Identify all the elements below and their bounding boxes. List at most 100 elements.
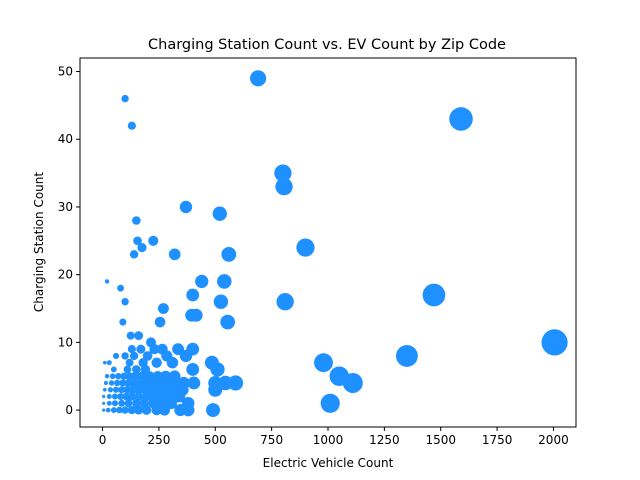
data-point-17 (117, 284, 124, 292)
data-point-50 (106, 360, 112, 366)
data-point-68 (130, 371, 140, 381)
data-point-112 (134, 392, 144, 401)
data-point-65 (115, 372, 122, 380)
data-point-3 (127, 121, 136, 130)
data-point-75 (103, 380, 108, 386)
x-tick-label-2: 500 (204, 433, 227, 447)
data-point-9 (296, 238, 315, 257)
data-point-81 (136, 378, 146, 388)
data-point-53 (151, 357, 162, 368)
data-point-63 (104, 374, 110, 379)
y-tick-label-3: 30 (58, 200, 73, 214)
data-point-8 (132, 216, 141, 225)
data-point-6 (179, 200, 193, 214)
data-point-23 (213, 294, 229, 309)
chart-title: Charging Station Count vs. EV Count by Z… (148, 37, 506, 53)
x-tick-label-7: 1750 (482, 433, 513, 447)
data-point-130 (102, 408, 106, 412)
data-point-120 (111, 400, 118, 407)
data-point-137 (141, 405, 152, 415)
data-point-88 (187, 376, 201, 390)
x-tick-label-5: 1250 (369, 433, 400, 447)
data-point-95 (118, 386, 126, 394)
data-point-129 (320, 393, 340, 413)
data-point-76 (108, 380, 115, 386)
data-point-42 (112, 352, 120, 359)
data-point-69 (137, 371, 147, 381)
data-point-105 (208, 382, 223, 397)
data-point-36 (136, 344, 146, 354)
y-axis-label: Charging Station Count (32, 172, 46, 312)
x-tick-label-1: 250 (147, 433, 170, 447)
data-point-66 (120, 372, 128, 380)
data-point-24 (276, 293, 294, 311)
data-point-123 (132, 398, 141, 408)
data-point-118 (102, 401, 106, 405)
data-point-141 (181, 403, 195, 417)
data-point-28 (119, 318, 127, 326)
y-tick-label-4: 40 (58, 132, 73, 146)
data-point-117 (173, 390, 186, 403)
x-tick-label-0: 0 (99, 433, 107, 447)
y-tick-label-2: 20 (58, 268, 73, 282)
data-point-93 (107, 387, 114, 393)
data-point-57 (123, 365, 132, 374)
data-point-98 (134, 385, 144, 395)
y-tick-label-1: 10 (58, 335, 73, 349)
data-point-91 (228, 375, 244, 391)
data-point-78 (119, 379, 127, 387)
data-point-54 (166, 356, 179, 369)
points-layer (102, 70, 568, 418)
data-point-96 (123, 385, 132, 394)
data-point-10 (148, 235, 159, 246)
data-point-107 (106, 394, 112, 400)
data-point-136 (134, 405, 144, 415)
data-point-49 (102, 360, 107, 365)
data-point-61 (210, 362, 225, 377)
x-tick-label-6: 1500 (425, 433, 456, 447)
data-point-58 (132, 365, 141, 374)
data-point-134 (121, 406, 129, 414)
data-point-21 (186, 288, 200, 302)
data-point-4 (274, 164, 292, 182)
data-point-80 (129, 378, 139, 388)
data-point-51 (125, 358, 134, 367)
y-tick-label-0: 0 (65, 403, 73, 417)
data-point-109 (117, 393, 124, 400)
x-tick-label-8: 2000 (538, 433, 569, 447)
data-point-25 (157, 303, 169, 314)
data-point-22 (121, 298, 129, 306)
data-point-64 (109, 373, 116, 380)
plot-frame (79, 57, 577, 428)
data-point-33 (541, 329, 568, 356)
data-point-0 (250, 70, 267, 87)
ticks-layer: 0 250 500 750 1000 1250 1500 1750 2000 0 10 20 30 40 5… (58, 65, 569, 447)
data-point-43 (121, 352, 129, 360)
data-point-11 (133, 236, 142, 246)
data-point-94 (112, 386, 120, 393)
data-point-135 (127, 405, 136, 415)
data-point-139 (159, 404, 171, 416)
data-point-45 (142, 351, 153, 361)
data-point-133 (116, 406, 123, 414)
data-point-60 (186, 363, 200, 376)
data-point-77 (114, 379, 121, 387)
data-point-2 (121, 94, 129, 103)
data-point-13 (129, 250, 139, 259)
y-tick-label-5: 50 (58, 65, 73, 79)
data-point-39 (172, 343, 185, 356)
data-point-18 (195, 274, 209, 289)
data-point-142 (206, 403, 221, 418)
data-point-56 (110, 366, 117, 373)
data-point-27 (189, 308, 203, 322)
data-point-41 (395, 344, 418, 367)
data-point-127 (165, 397, 178, 410)
data-point-48 (314, 353, 333, 373)
x-axis-label: Electric Vehicle Count (263, 456, 394, 470)
data-point-16 (104, 279, 110, 284)
data-point-15 (221, 246, 237, 262)
data-point-5 (275, 177, 293, 196)
data-point-131 (105, 407, 111, 413)
data-point-108 (111, 393, 118, 400)
